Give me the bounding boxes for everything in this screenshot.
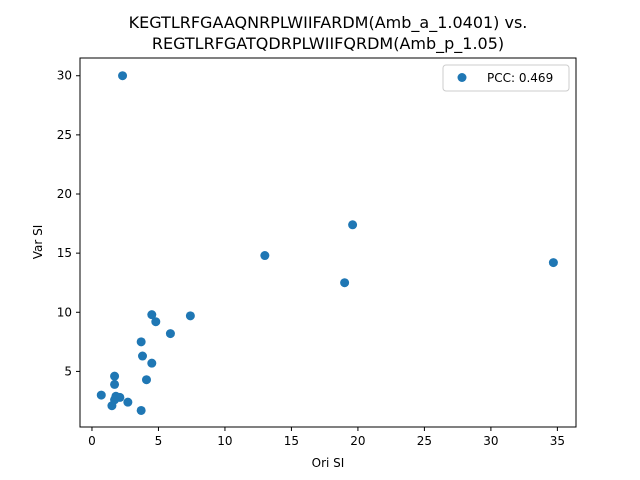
- data-point: [165, 329, 175, 339]
- data-point: [185, 311, 195, 321]
- data-point: [123, 397, 133, 407]
- x-tick-label: 20: [350, 434, 365, 448]
- data-point: [147, 358, 157, 368]
- y-tick-label: 10: [57, 305, 72, 319]
- legend: PCC: 0.469: [442, 64, 570, 92]
- data-point: [137, 351, 147, 361]
- chart-title-line-2: REGTLRFGATQDRPLWIIFQRDM(Amb_p_1.05): [152, 34, 504, 54]
- axis-ticks: 0 5 10 15 20 25 30 35 5 10 15 20 25 30: [57, 69, 565, 448]
- data-point: [107, 401, 117, 411]
- y-tick-label: 5: [64, 364, 72, 378]
- chart-title-line-1: KEGTLRFGAAQNRPLWIIFARDM(Amb_a_1.0401) vs…: [129, 13, 528, 33]
- data-point: [340, 278, 350, 288]
- x-tick-label: 10: [217, 434, 232, 448]
- data-point: [260, 251, 270, 261]
- x-tick-label: 25: [417, 434, 432, 448]
- data-point: [136, 405, 146, 415]
- data-point: [348, 220, 358, 230]
- y-tick-label: 15: [57, 246, 72, 260]
- y-tick-label: 20: [57, 187, 72, 201]
- plot-frame: [79, 57, 577, 428]
- data-point: [96, 390, 106, 400]
- data-point: [141, 375, 151, 385]
- x-tick-label: 35: [550, 434, 565, 448]
- x-tick-label: 5: [155, 434, 163, 448]
- data-point: [110, 371, 120, 381]
- data-point: [110, 379, 120, 389]
- x-tick-label: 30: [483, 434, 498, 448]
- data-points: [96, 71, 558, 415]
- x-tick-label: 15: [284, 434, 299, 448]
- data-point: [147, 310, 157, 320]
- data-point: [118, 71, 128, 81]
- legend-box: [442, 64, 570, 92]
- legend-entry-label: PCC: 0.469: [487, 71, 553, 85]
- y-tick-label: 25: [57, 128, 72, 142]
- x-tick-label: 0: [88, 434, 96, 448]
- data-point: [151, 317, 161, 327]
- data-point: [136, 337, 146, 347]
- legend-marker: [457, 73, 467, 82]
- data-point: [548, 258, 558, 268]
- x-axis-label: Ori SI: [312, 456, 345, 470]
- y-axis-label: Var SI: [31, 225, 45, 260]
- y-tick-label: 30: [57, 69, 72, 83]
